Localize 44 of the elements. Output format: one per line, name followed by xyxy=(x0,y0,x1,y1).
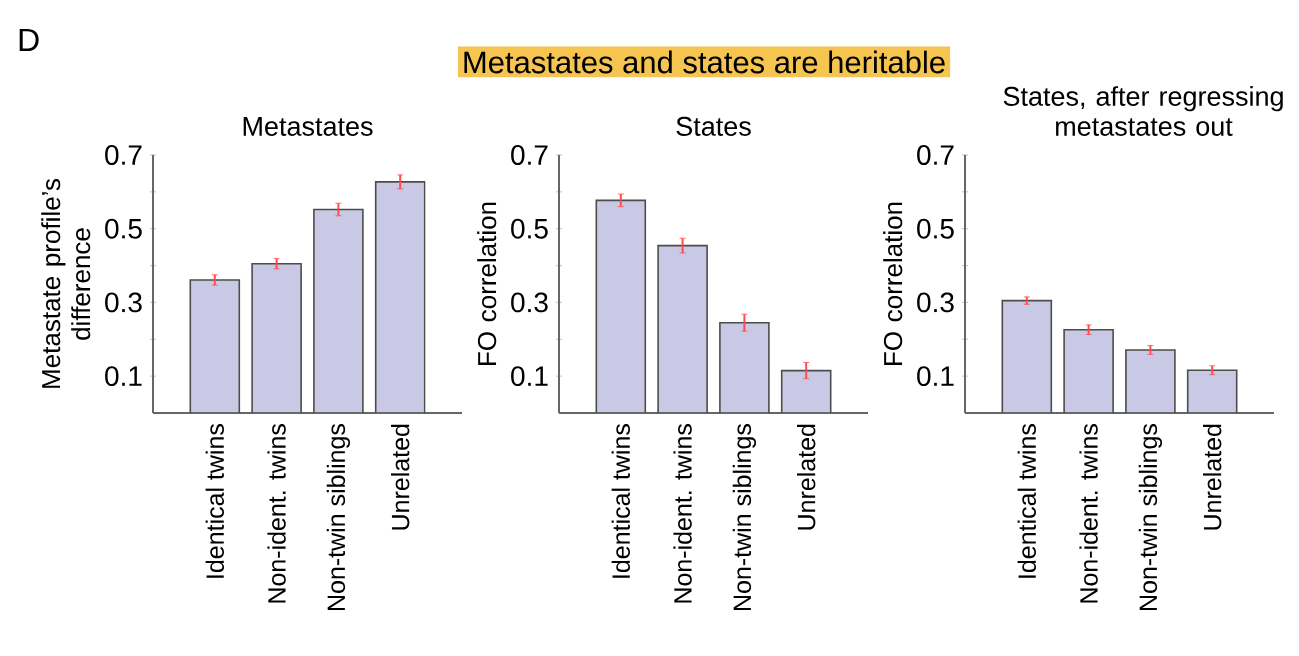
y-axis-title: FO correlation xyxy=(883,202,903,365)
bar xyxy=(313,208,364,413)
y-axis-title: FO correlation xyxy=(477,202,497,365)
bar xyxy=(657,244,708,413)
x-tick-label: Non-twin siblings xyxy=(1138,424,1163,610)
y-tick-label: 0.3 xyxy=(105,292,142,313)
y-tick-label: 0.7 xyxy=(917,145,954,165)
y-tick-label: 0.1 xyxy=(105,366,142,387)
bar xyxy=(595,199,647,413)
x-tick-label: Identical twins xyxy=(1017,424,1036,578)
bar xyxy=(1125,349,1176,413)
x-tick-label: Non-ident. twins xyxy=(1079,424,1098,603)
x-tick-label: Non-twin siblings xyxy=(326,424,351,610)
x-tick-label: Non-twin siblings xyxy=(732,424,757,610)
bar xyxy=(719,321,770,413)
y-axis-title: Metastate profile’s difference xyxy=(41,178,91,388)
chart-title: States xyxy=(676,116,751,136)
y-tick-label: 0.7 xyxy=(511,145,548,165)
chart-title: States, after regressing metastates out xyxy=(1003,86,1283,136)
y-tick-label: 0.1 xyxy=(917,366,954,387)
text: D xyxy=(19,28,39,51)
y-tick-label: 0.5 xyxy=(511,218,548,239)
x-tick-label: Unrelated xyxy=(1203,424,1222,530)
bar xyxy=(1001,299,1053,413)
x-tick-label: Identical twins xyxy=(205,424,224,578)
y-tick-label: 0.1 xyxy=(511,366,548,387)
y-tick-label: 0.5 xyxy=(917,218,954,239)
y-tick-label: 0.3 xyxy=(917,292,954,313)
bar xyxy=(1063,328,1114,413)
text: Metastates and states are heritable xyxy=(464,50,945,74)
x-tick-label: Non-ident. twins xyxy=(267,424,286,603)
y-tick-label: 0.7 xyxy=(105,145,142,165)
bar xyxy=(780,369,832,413)
x-tick-label: Non-ident. twins xyxy=(673,424,692,603)
x-tick-label: Unrelated xyxy=(797,424,816,530)
bar xyxy=(189,279,241,413)
y-tick-label: 0.3 xyxy=(511,292,548,313)
bar xyxy=(251,262,302,413)
x-tick-label: Unrelated xyxy=(391,424,410,530)
chart-title: Metastates xyxy=(243,117,373,136)
x-tick-label: Identical twins xyxy=(611,424,630,578)
y-tick-label: 0.5 xyxy=(105,218,142,239)
bar xyxy=(1186,369,1238,413)
bar xyxy=(374,181,426,413)
